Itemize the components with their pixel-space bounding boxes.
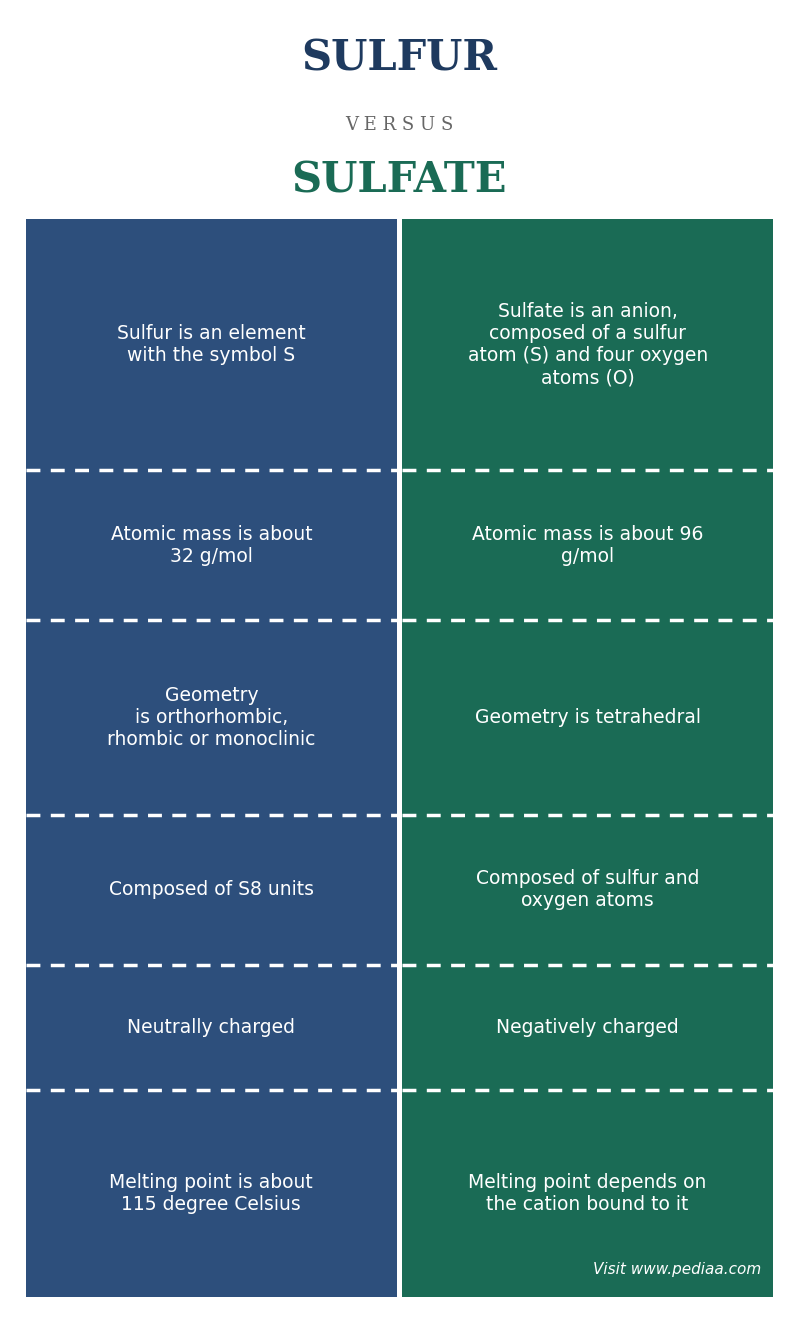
Bar xyxy=(26,966,397,1090)
Bar xyxy=(402,966,773,1090)
Text: Atomic mass is about 96
g/mol: Atomic mass is about 96 g/mol xyxy=(472,524,703,565)
Text: SULFUR: SULFUR xyxy=(301,38,498,81)
Text: Composed of sulfur and
oxygen atoms: Composed of sulfur and oxygen atoms xyxy=(476,869,699,910)
Bar xyxy=(26,470,397,621)
Text: Negatively charged: Negatively charged xyxy=(496,1018,679,1037)
Text: SULFATE: SULFATE xyxy=(292,160,507,201)
Bar xyxy=(402,219,773,470)
Text: Atomic mass is about
32 g/mol: Atomic mass is about 32 g/mol xyxy=(110,524,312,565)
Bar xyxy=(26,621,397,815)
Bar xyxy=(402,470,773,621)
Text: Sulfate is an anion,
composed of a sulfur
atom (S) and four oxygen
atoms (O): Sulfate is an anion, composed of a sulfu… xyxy=(467,303,708,387)
Bar xyxy=(26,815,397,966)
Text: Neutrally charged: Neutrally charged xyxy=(127,1018,296,1037)
Text: Melting point depends on
the cation bound to it: Melting point depends on the cation boun… xyxy=(468,1173,707,1214)
Text: Melting point is about
115 degree Celsius: Melting point is about 115 degree Celsiu… xyxy=(109,1173,313,1214)
Text: Visit www.pediaa.com: Visit www.pediaa.com xyxy=(593,1263,761,1277)
Bar xyxy=(402,621,773,815)
Bar xyxy=(26,1090,397,1297)
Text: Geometry
is orthorhombic,
rhombic or monoclinic: Geometry is orthorhombic, rhombic or mon… xyxy=(107,686,316,749)
Text: V E R S U S: V E R S U S xyxy=(345,116,454,135)
Text: Sulfur is an element
with the symbol S: Sulfur is an element with the symbol S xyxy=(117,324,306,365)
Text: Geometry is tetrahedral: Geometry is tetrahedral xyxy=(475,708,701,727)
Text: Composed of S8 units: Composed of S8 units xyxy=(109,880,314,900)
Bar xyxy=(26,219,397,470)
Bar xyxy=(402,815,773,966)
Bar xyxy=(402,1090,773,1297)
